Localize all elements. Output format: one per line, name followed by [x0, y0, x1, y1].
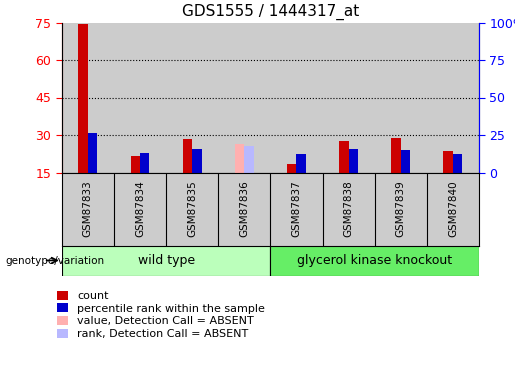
- Text: genotype/variation: genotype/variation: [5, 256, 104, 266]
- Bar: [235, 144, 244, 172]
- Bar: [114, 22, 166, 172]
- Bar: [88, 132, 97, 172]
- Text: GSM87838: GSM87838: [344, 181, 354, 237]
- Text: wild type: wild type: [138, 254, 195, 267]
- Bar: [427, 22, 479, 172]
- Text: GSM87837: GSM87837: [291, 181, 301, 237]
- Text: GSM87836: GSM87836: [239, 181, 249, 237]
- Bar: [62, 22, 114, 172]
- Text: glycerol kinase knockout: glycerol kinase knockout: [297, 254, 452, 267]
- Bar: [339, 141, 349, 172]
- Bar: [62, 22, 114, 172]
- Title: GDS1555 / 1444317_at: GDS1555 / 1444317_at: [182, 3, 359, 20]
- Bar: [218, 22, 270, 172]
- Bar: [140, 153, 149, 173]
- Bar: [375, 22, 427, 172]
- Bar: [270, 246, 479, 276]
- Bar: [166, 22, 218, 172]
- Bar: [443, 151, 453, 172]
- Legend: count, percentile rank within the sample, value, Detection Call = ABSENT, rank, : count, percentile rank within the sample…: [57, 291, 265, 339]
- Bar: [322, 22, 375, 172]
- Bar: [297, 154, 306, 173]
- Bar: [453, 154, 462, 173]
- Bar: [218, 22, 270, 172]
- Bar: [131, 156, 140, 172]
- Bar: [401, 150, 410, 172]
- Text: GSM87833: GSM87833: [83, 181, 93, 237]
- Text: GSM87840: GSM87840: [448, 181, 458, 237]
- Bar: [349, 149, 358, 172]
- Text: GSM87834: GSM87834: [135, 181, 145, 237]
- Bar: [270, 22, 322, 172]
- Bar: [391, 138, 401, 172]
- Bar: [78, 24, 88, 172]
- Bar: [114, 22, 166, 172]
- Bar: [375, 22, 427, 172]
- Bar: [166, 22, 218, 172]
- Bar: [322, 22, 375, 172]
- Bar: [192, 149, 201, 172]
- Text: GSM87835: GSM87835: [187, 181, 197, 237]
- Bar: [62, 246, 270, 276]
- Bar: [183, 139, 192, 172]
- Bar: [287, 164, 297, 172]
- Bar: [427, 22, 479, 172]
- Bar: [244, 146, 254, 172]
- Bar: [270, 22, 322, 172]
- Text: GSM87839: GSM87839: [396, 181, 406, 237]
